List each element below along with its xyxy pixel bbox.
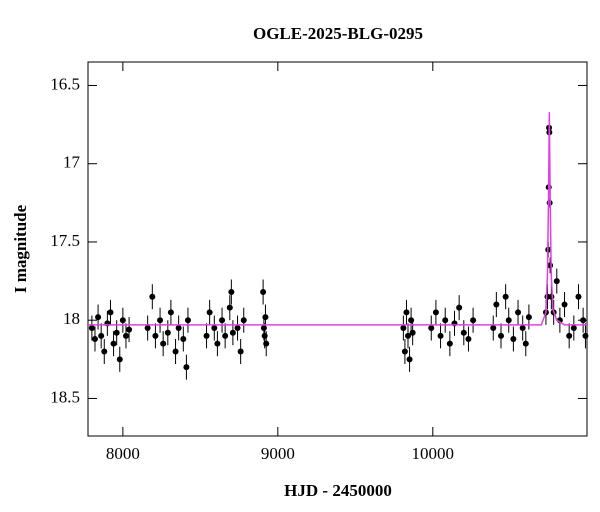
data-point <box>184 317 191 324</box>
plot-frame <box>87 61 588 437</box>
data-point <box>515 309 522 316</box>
data-point <box>229 329 236 336</box>
data-point <box>465 335 472 342</box>
data-point <box>493 301 500 308</box>
data-point <box>519 325 526 332</box>
y-tick-label: 17 <box>63 153 81 172</box>
x-tick-label: 10000 <box>412 444 455 463</box>
data-point <box>428 325 435 332</box>
data-point <box>119 317 126 324</box>
data-point <box>98 332 105 339</box>
data-point <box>88 325 95 332</box>
data-point <box>260 325 267 332</box>
data-point <box>234 325 241 332</box>
data-point <box>525 314 532 321</box>
data-point <box>409 329 416 336</box>
data-point <box>401 348 408 355</box>
data-point <box>226 304 233 311</box>
data-point <box>116 356 123 363</box>
data-point <box>172 348 179 355</box>
y-axis-label: I magnitude <box>11 204 30 293</box>
data-point <box>510 335 517 342</box>
data-point <box>437 332 444 339</box>
y-tick-label: 16.5 <box>50 74 80 93</box>
data-point <box>144 325 151 332</box>
data-point <box>101 348 108 355</box>
data-point <box>470 317 477 324</box>
y-tick-label: 18 <box>63 309 80 328</box>
data-point <box>403 309 410 316</box>
model-curve <box>88 112 587 326</box>
data-point <box>261 332 268 339</box>
data-point <box>91 335 98 342</box>
data-point <box>522 340 529 347</box>
data-point <box>122 332 129 339</box>
data-point <box>203 332 210 339</box>
x-tick-label: 9000 <box>261 444 295 463</box>
data-point <box>582 332 589 339</box>
data-point <box>107 309 114 316</box>
data-point <box>164 329 171 336</box>
data-point <box>222 332 229 339</box>
data-point <box>110 340 117 347</box>
data-point <box>211 325 218 332</box>
data-point <box>263 340 270 347</box>
data-point <box>167 309 174 316</box>
data-point <box>214 340 221 347</box>
data-point <box>553 278 560 285</box>
data-point <box>95 314 102 321</box>
data-point <box>561 301 568 308</box>
x-tick-label: 8000 <box>106 444 140 463</box>
data-point <box>219 317 226 324</box>
data-point <box>580 317 587 324</box>
data-point <box>505 317 512 324</box>
data-point <box>400 325 407 332</box>
data-point <box>157 317 164 324</box>
data-point <box>566 332 573 339</box>
data-point <box>152 332 159 339</box>
data-point <box>456 304 463 311</box>
y-tick-label: 18.5 <box>50 387 80 406</box>
data-point <box>408 317 415 324</box>
data-point <box>206 309 213 316</box>
data-point <box>183 364 190 371</box>
data-point <box>175 325 182 332</box>
data-point <box>237 348 244 355</box>
data-point <box>113 329 120 336</box>
data-point <box>460 329 467 336</box>
data-point <box>490 325 497 332</box>
data-point <box>260 289 267 296</box>
data-point <box>240 317 247 324</box>
chart-title: OGLE-2025-BLG-0295 <box>253 24 423 43</box>
data-point <box>160 340 167 347</box>
y-tick-label: 17.5 <box>50 231 80 250</box>
data-point <box>262 314 269 321</box>
data-point <box>497 332 504 339</box>
data-point <box>548 293 555 300</box>
data-point <box>126 326 133 333</box>
data-point <box>442 317 449 324</box>
data-point <box>149 293 156 300</box>
data-point <box>180 335 187 342</box>
data-point <box>228 289 235 296</box>
data-point <box>570 325 577 332</box>
data-point <box>502 293 509 300</box>
data-point <box>575 293 582 300</box>
data-point <box>406 356 413 363</box>
data-point <box>446 340 453 347</box>
data-point <box>405 332 412 339</box>
x-axis-label: HJD - 2450000 <box>284 481 392 500</box>
data-point <box>432 309 439 316</box>
